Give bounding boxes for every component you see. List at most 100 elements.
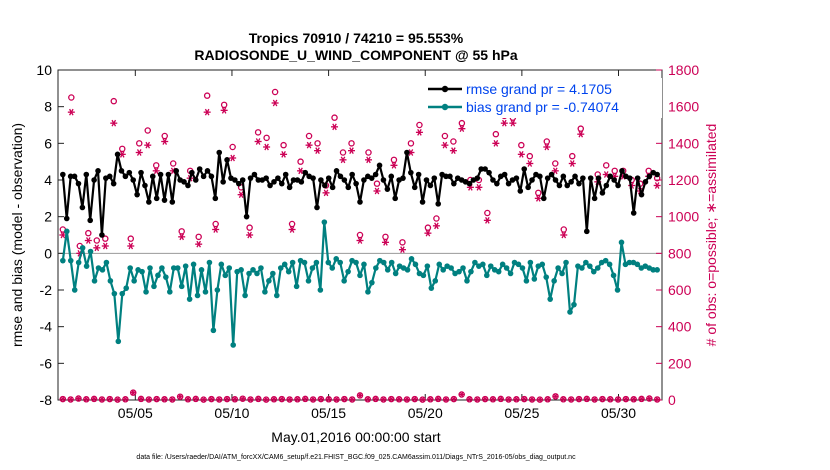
bias-point: [170, 265, 177, 271]
y-tick-label-left: 2: [44, 209, 52, 225]
rmse-point: [435, 201, 442, 207]
obs-assimilated-zero-point: [75, 395, 82, 402]
obs-possible-point: [484, 209, 491, 217]
obs-possible-point: [314, 140, 321, 147]
bias-point: [618, 239, 625, 246]
bias-point: [123, 285, 130, 291]
rmse-point: [251, 171, 258, 178]
obs-possible-point: [297, 158, 304, 165]
bias-point: [143, 289, 149, 295]
rmse-point: [513, 175, 520, 181]
obs-possible-point: [577, 125, 585, 132]
bias-point: [436, 261, 443, 268]
rmse-point: [318, 177, 324, 183]
obs-assimilated-zero-point: [521, 396, 528, 402]
rmse-point: [337, 173, 344, 180]
obs-assimilated-zero-point: [200, 396, 207, 403]
obs-assimilated-point: [178, 233, 186, 241]
obs-assimilated-zero-point: [458, 391, 465, 398]
obs-assimilated-zero-point: [83, 396, 90, 403]
bias-point: [119, 290, 126, 297]
plot-area: -8 -6 -4 -2 0 2 4 6 8 10 0 200 400 600 800 1000 1200 1400…: [36, 62, 699, 421]
y-tick-label-right: 0: [668, 392, 676, 408]
obs-assimilated-zero-point: [411, 396, 418, 402]
obs-assimilated-point: [93, 244, 101, 252]
bias-point: [579, 265, 585, 271]
y-tick-label-left: 8: [44, 99, 52, 115]
y-tick-label-left: 0: [44, 245, 52, 261]
bias-point: [353, 259, 359, 266]
bias-point: [594, 265, 601, 271]
rmse-point: [451, 180, 457, 187]
obs-assimilated-point: [348, 147, 356, 155]
rmse-point: [576, 180, 582, 187]
obs-assimilated-point: [101, 242, 109, 250]
obs-assimilated-zero-point: [138, 396, 145, 402]
bias-point: [131, 278, 137, 284]
obs-assimilated-point: [492, 139, 500, 147]
rmse-point: [537, 173, 543, 180]
bias-point: [254, 270, 260, 277]
rmse-point: [568, 179, 574, 185]
rmse-point: [388, 173, 395, 180]
bias-point: [515, 261, 522, 268]
obs-assimilated-zero-point: [91, 396, 98, 402]
obs-assimilated-zero-point: [450, 396, 457, 402]
bias-point: [369, 279, 375, 286]
rmse-point: [560, 173, 567, 180]
rmse-point: [478, 166, 485, 172]
obs-assimilated-zero-point: [529, 396, 536, 403]
obs-assimilated-point: [229, 154, 237, 162]
bias-point: [384, 267, 391, 273]
rmse-point: [486, 169, 492, 176]
y-tick-label-left: -2: [40, 282, 53, 298]
bias-point: [238, 267, 244, 273]
bias-point: [226, 265, 233, 271]
obs-possible-point: [288, 220, 296, 228]
rmse-point: [130, 177, 137, 183]
rmse-point: [126, 169, 133, 176]
bias-point: [543, 274, 550, 280]
bias-point: [266, 278, 272, 284]
rmse-point: [591, 195, 598, 202]
bias-point: [456, 268, 462, 275]
bias-point: [305, 278, 312, 284]
obs-possible-point: [152, 162, 160, 169]
obs-assimilated-point: [203, 108, 211, 116]
bias-point: [71, 287, 78, 293]
rmse-point: [482, 166, 488, 172]
bias-point: [258, 265, 264, 271]
obs-possible-point: [246, 224, 253, 231]
rmse-point: [302, 169, 309, 176]
bias-point: [464, 278, 470, 284]
obs-assimilated-zero-point: [192, 396, 199, 402]
bias-point: [186, 296, 193, 302]
obs-assimilated-point: [322, 189, 330, 197]
bias-point: [440, 267, 447, 273]
obs-assimilated-zero-point: [145, 396, 152, 403]
obs-assimilated-zero-point: [646, 395, 653, 402]
rmse-point: [419, 199, 426, 205]
obs-assimilated-point: [246, 231, 254, 239]
bias-point: [420, 272, 427, 279]
rmse-point: [122, 173, 129, 180]
rmse-point: [603, 182, 610, 189]
obs-assimilated-zero-point: [536, 396, 543, 403]
obs-assimilated-point: [195, 240, 203, 248]
obs-possible-point: [203, 92, 211, 99]
rmse-point: [157, 171, 164, 178]
y-axis-label-left: rmse and bias (model - observation): [9, 123, 25, 347]
rmse-point: [505, 180, 512, 187]
rmse-point: [67, 173, 74, 180]
obs-possible-point: [135, 140, 143, 147]
obs-assimilated-point: [449, 147, 457, 155]
bias-point: [218, 261, 225, 268]
obs-possible-point: [348, 140, 355, 147]
bias-point: [480, 261, 486, 268]
obs-assimilated-point: [441, 141, 449, 149]
obs-assimilated-point: [288, 226, 296, 233]
bias-point: [626, 259, 633, 266]
rmse-point: [611, 177, 617, 183]
obs-possible-point: [119, 145, 126, 153]
rmse-point: [224, 157, 230, 163]
